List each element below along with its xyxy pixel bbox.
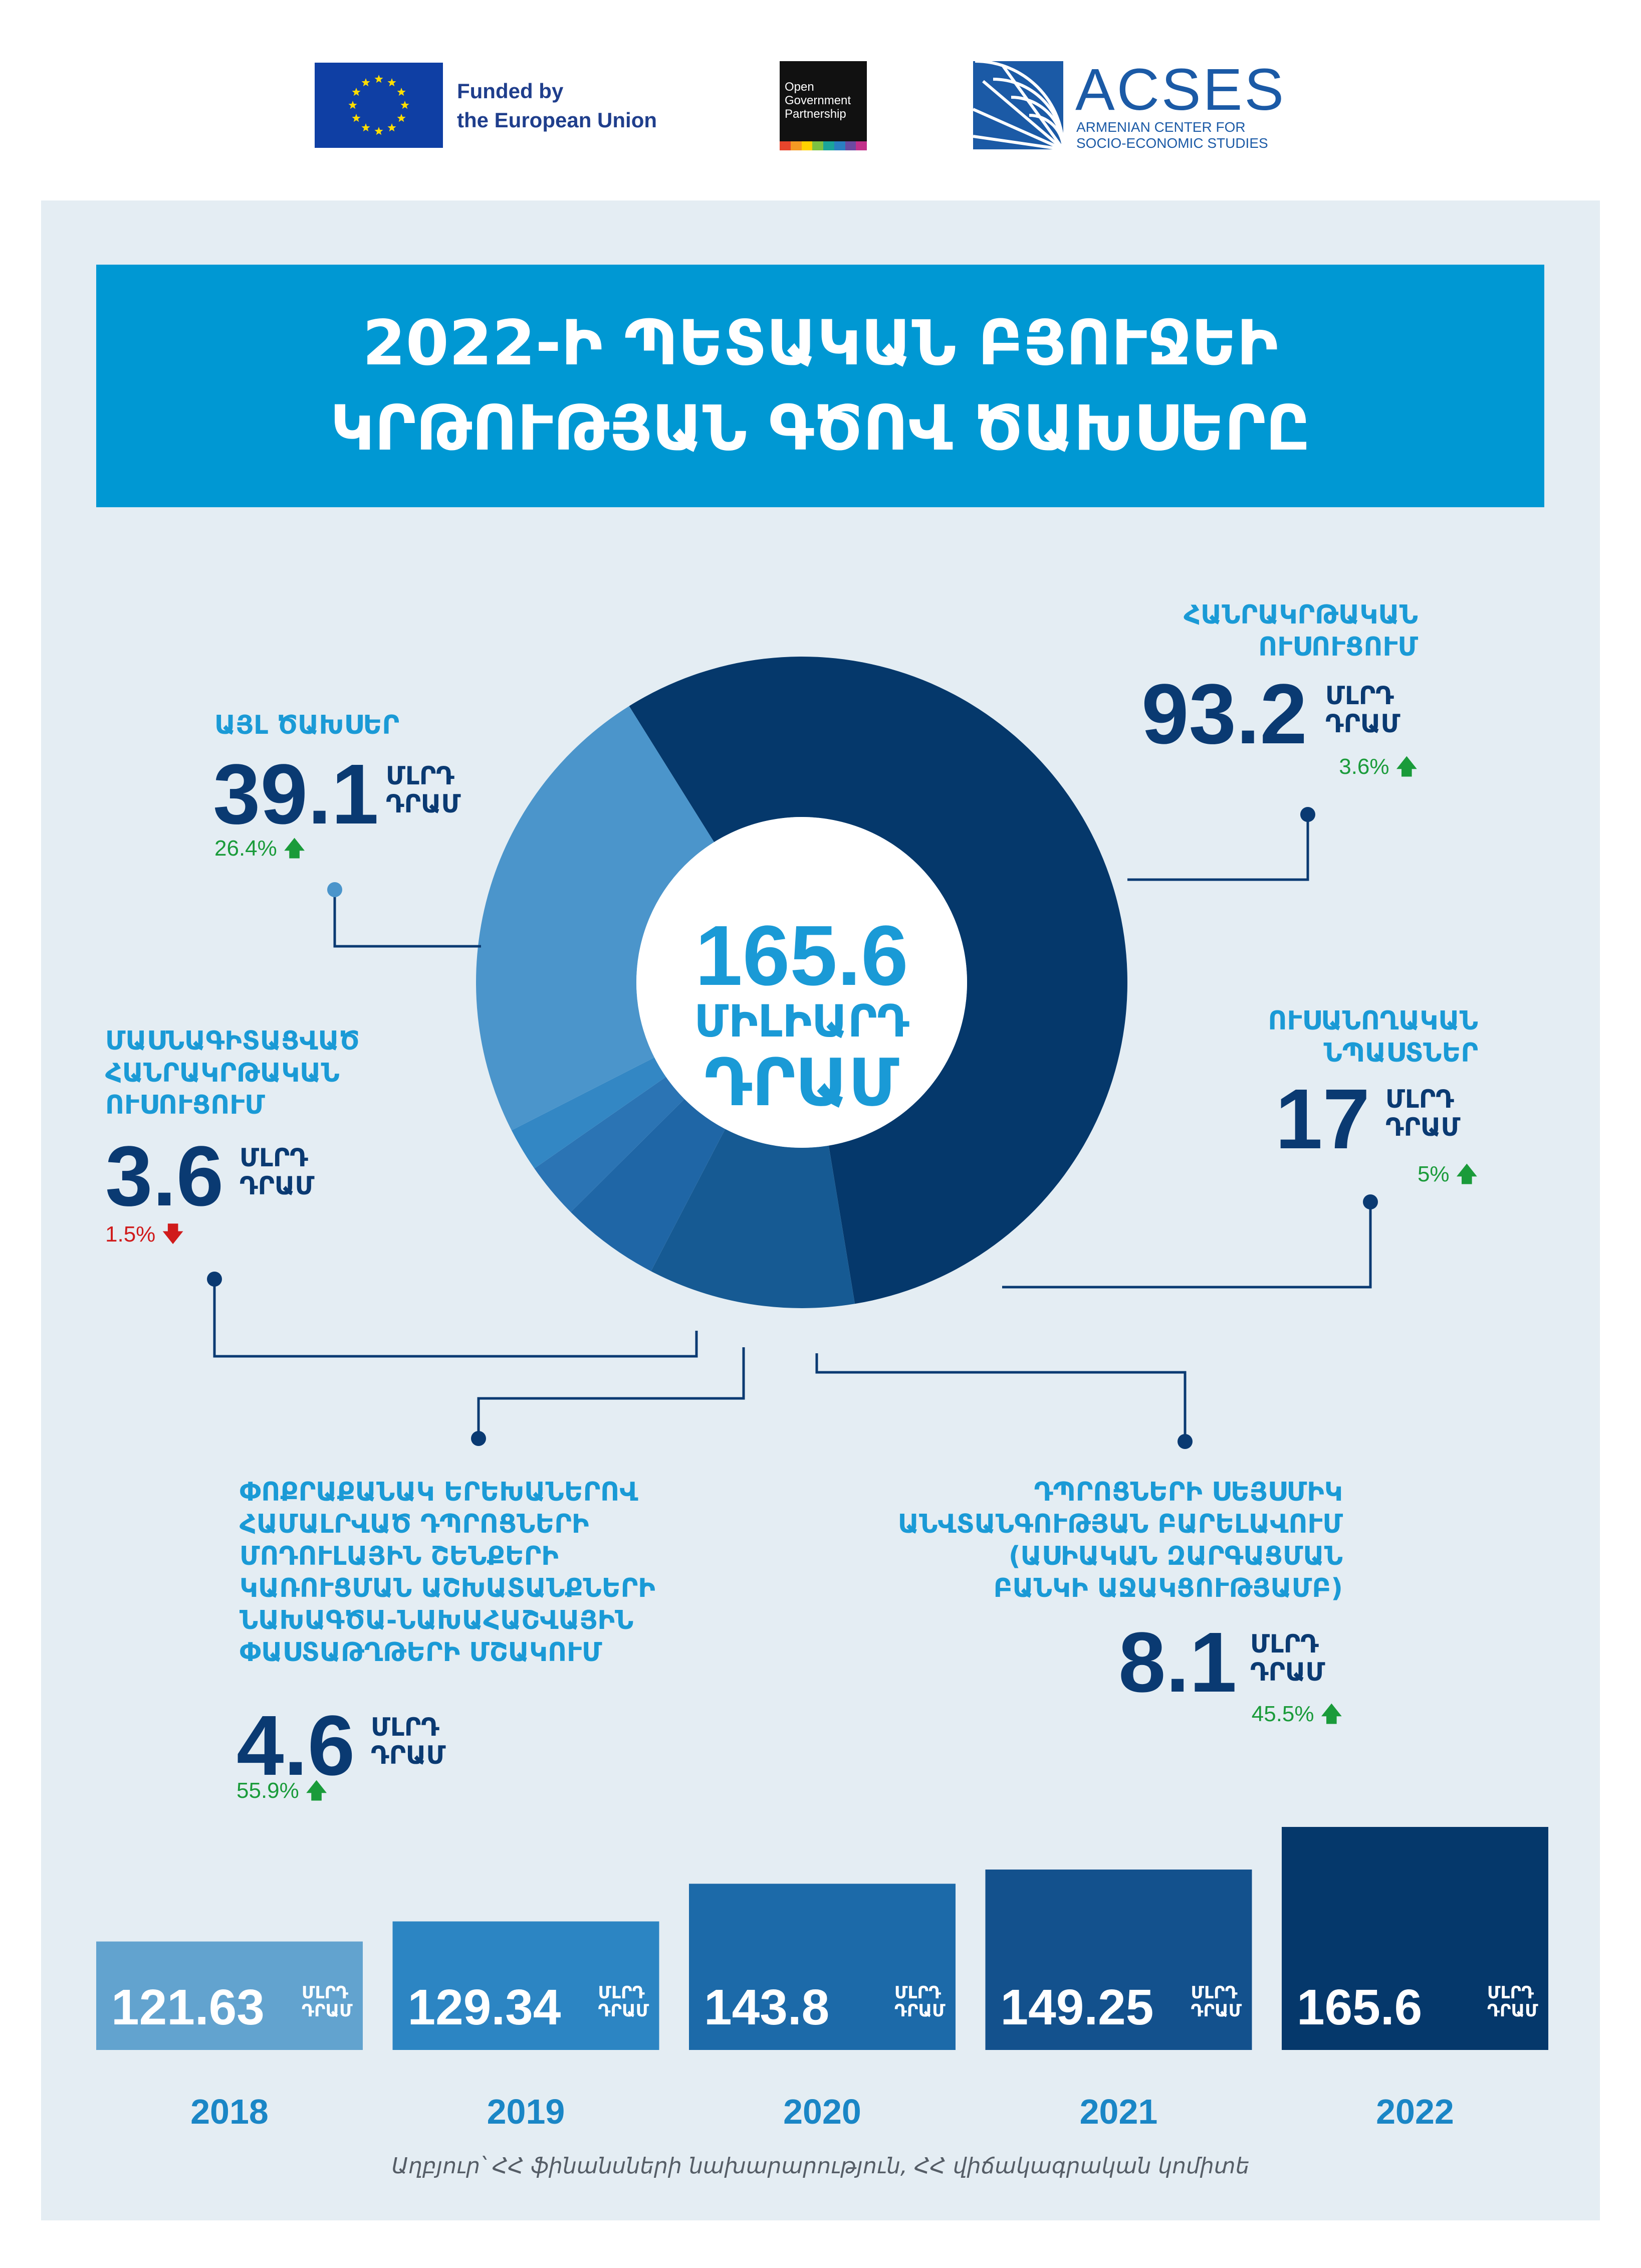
slice-change-special-education: 1.5% 🡇 (105, 1222, 184, 1247)
eu-star-icon (361, 78, 370, 87)
eu-star-icon (387, 78, 396, 87)
ogp-logo (780, 61, 867, 150)
arrow-up-icon: 🡅 (1395, 754, 1418, 779)
bar-value-label: 121.63 (111, 1979, 265, 2035)
eu-star-icon (348, 101, 357, 109)
slice-value-seismic-safety: 8.1 (1118, 1615, 1237, 1710)
acses-logo-mark-icon (973, 61, 1063, 149)
slice-value-other-expenses: 39.1 (213, 747, 379, 842)
arrow-up-icon: 🡅 (283, 836, 306, 861)
donut-slice-2 (570, 1099, 726, 1272)
bar-unit-label: ՄԼՐԴ ԴՐԱՄ (894, 1983, 946, 2021)
donut-hole (636, 817, 967, 1148)
connector-line-seismic-safety (815, 1353, 1187, 1441)
connector-line-special-education (213, 1279, 698, 1358)
eu-stars-icon (348, 75, 409, 135)
connector-line-general-education (1127, 814, 1309, 881)
slice-value-modular-schools: 4.6 (237, 1698, 355, 1793)
bar-2019 (392, 1921, 659, 2050)
slice-change-seismic-safety: 45.5% 🡅 (1251, 1702, 1343, 1726)
eu-star-icon (374, 75, 383, 83)
donut-center-unit-dram: ԴՐԱՄ (704, 1045, 899, 1121)
bar-year-label: 2020 (783, 2092, 861, 2131)
bar-unit-label: ՄԼՐԴ ԴՐԱՄ (1487, 1983, 1538, 2021)
source-note: Աղբյուր՝ ՀՀ ֆինանսների նախարարություն, Հ… (391, 2153, 1250, 2179)
donut-slice-4 (511, 1057, 666, 1169)
bar-unit-label: ՄԼՐԴ ԴՐԱՄ (1191, 1983, 1242, 2021)
connector-dot-general-education (1300, 807, 1315, 822)
slice-unit-seismic-safety: ՄԼՐԴ ԴՐԱՄ (1250, 1629, 1325, 1687)
slice-value-special-education: 3.6 (105, 1129, 224, 1224)
slice-unit-modular-schools: ՄԼՐԴ ԴՐԱՄ (371, 1713, 446, 1770)
bar-unit-label: ՄԼՐԴ ԴՐԱՄ (302, 1983, 353, 2021)
eu-star-icon (361, 123, 370, 132)
bar-year-label: 2022 (1376, 2092, 1454, 2131)
slice-label-special-education: ՄԱՍՆԱԳԻՏԱՑՎԱԾ ՀԱՆՐԱԿՐԹԱԿԱՆ ՈՒՍՈՒՑՈՒՄ (105, 1026, 360, 1120)
eu-star-icon (352, 114, 361, 122)
bar-value-label: 143.8 (704, 1979, 830, 2035)
donut-slice-3 (534, 1077, 684, 1212)
bar-year-label: 2019 (487, 2092, 565, 2131)
bar-value-label: 129.34 (407, 1979, 561, 2035)
slice-unit-other-expenses: ՄԼՐԴ ԴՐԱՄ (386, 761, 461, 818)
slice-value-student-allowances: 17 (1275, 1072, 1370, 1167)
donut-slice-5 (476, 706, 715, 1131)
acses-logo-subtitle: ARMENIAN CENTER FOR SOCIO-ECONOMIC STUDI… (1076, 119, 1268, 151)
eu-star-icon (387, 123, 396, 132)
donut-slice-0 (629, 657, 1127, 1304)
slice-change-modular-schools: 55.9% 🡅 (237, 1778, 328, 1803)
ogp-color-stripes (780, 141, 867, 150)
bar-2021 (985, 1869, 1252, 2050)
connector-dot-special-education (207, 1272, 222, 1287)
slice-label-general-education: ՀԱՆՐԱԿՐԹԱԿԱՆ ՈՒՍՈՒՑՈՒՄ (1184, 600, 1418, 662)
slice-change-student-allowances: 5% 🡅 (1417, 1162, 1478, 1186)
arrow-down-icon: 🡇 (161, 1222, 184, 1247)
eu-star-icon (352, 88, 361, 96)
connector-dot-student-allowances (1363, 1194, 1378, 1209)
connector-line-modular-schools (477, 1347, 745, 1438)
slice-label-seismic-safety: ԴՊՐՈՑՆԵՐԻ ՍԵՅՍՄԻԿ ԱՆՎՏԱՆԳՈՒԹՅԱՆ ԲԱՐԵԼԱՎՈ… (897, 1477, 1343, 1603)
arrow-up-icon: 🡅 (1320, 1702, 1343, 1726)
slice-unit-special-education: ՄԼՐԴ ԴՐԱՄ (240, 1143, 315, 1200)
page-title: 2022-Ի ՊԵՏԱԿԱՆ ԲՅՈՒՋԵԻ ԿՐԹՈՒԹՅԱՆ ԳԾՈՎ ԾԱ… (330, 307, 1311, 465)
connector-line-student-allowances (1002, 1202, 1372, 1289)
slice-unit-student-allowances: ՄԼՐԴ ԴՐԱՄ (1385, 1085, 1461, 1142)
connector-dot-other-expenses (327, 882, 342, 897)
bar-year-label: 2018 (190, 2092, 269, 2131)
slice-value-general-education: 93.2 (1141, 667, 1307, 762)
ogp-logo-text: Open Government Partnership (785, 80, 851, 121)
bar-2022 (1282, 1827, 1548, 2050)
slice-change-other-expenses: 26.4% 🡅 (214, 836, 306, 861)
eu-star-icon (374, 127, 383, 135)
eu-star-icon (400, 101, 409, 109)
slice-unit-general-education: ՄԼՐԴ ԴՐԱՄ (1325, 681, 1400, 738)
eu-flag-logo (315, 63, 443, 148)
bar-value-label: 165.6 (1297, 1979, 1423, 2035)
bar-unit-label: ՄԼՐԴ ԴՐԱՄ (598, 1983, 649, 2021)
bar-year-label: 2021 (1079, 2092, 1158, 2131)
arrow-up-icon: 🡅 (1455, 1162, 1478, 1186)
slice-label-modular-schools: ՓՈՔՐԱՔԱՆԱԿ ԵՐԵԽԱՆԵՐՈՎ ՀԱՄԱԼՐՎԱԾ ԴՊՐՈՑՆԵՐ… (240, 1477, 655, 1668)
donut-slice-1 (651, 1129, 855, 1309)
bar-2018 (96, 1941, 363, 2050)
title-banner (96, 265, 1544, 507)
eu-star-icon (397, 114, 406, 122)
bar-2020 (689, 1884, 956, 2050)
connector-dot-modular-schools (471, 1431, 486, 1446)
eu-funding-text: Funded by the European Union (457, 79, 657, 132)
connector-dot-seismic-safety (1178, 1434, 1193, 1449)
slice-label-student-allowances: ՈՒՍԱՆՈՂԱԿԱՆ ՆՊԱՍՏՆԵՐ (1268, 1006, 1478, 1068)
donut-center-total: 165.6 (695, 908, 908, 1003)
slice-change-general-education: 3.6% 🡅 (1339, 754, 1418, 779)
connector-line-other-expenses (333, 890, 481, 948)
eu-star-icon (397, 88, 406, 96)
slice-label-other-expenses: ԱՅԼ ԾԱԽՍԵՐ (214, 710, 400, 740)
donut-center-unit-billion: ՄԻԼԻԱՐԴ (694, 995, 909, 1047)
bar-value-label: 149.25 (1000, 1979, 1154, 2035)
arrow-up-icon: 🡅 (305, 1778, 328, 1803)
acses-logo-name: ACSES (1075, 57, 1286, 123)
